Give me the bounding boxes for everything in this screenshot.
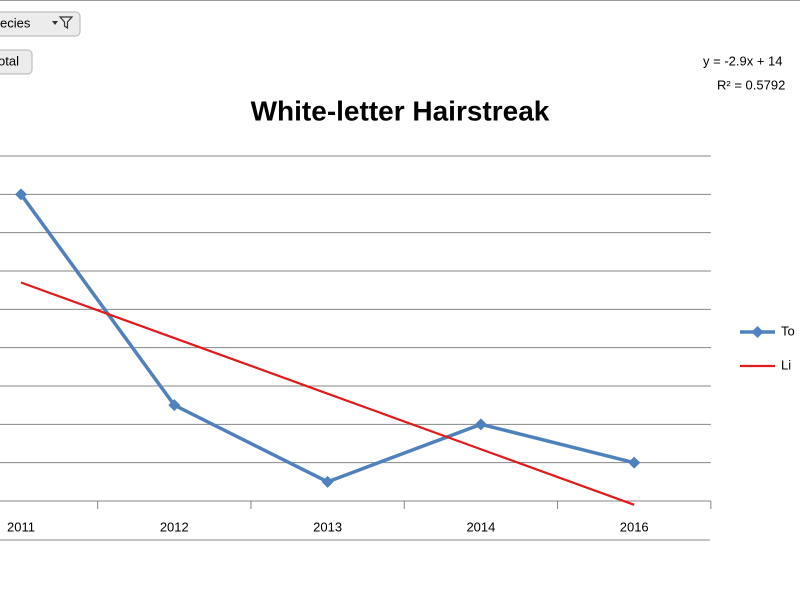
data-point xyxy=(321,475,334,488)
data-point xyxy=(628,456,641,469)
legend-label: To xyxy=(781,323,795,338)
data-point xyxy=(15,188,27,201)
chart-title: White-letter Hairstreak xyxy=(251,95,550,126)
dropdown-arrow[interactable] xyxy=(52,21,58,25)
x-tick-label: 2014 xyxy=(466,519,495,534)
filter-icon[interactable] xyxy=(58,16,74,30)
button-frame[interactable] xyxy=(0,49,33,75)
series-line xyxy=(19,193,635,484)
x-tick-label: 2013 xyxy=(313,519,342,534)
trend-equation: y = -2.9x + 14 xyxy=(703,53,783,68)
x-tick-label: 2012 xyxy=(160,519,189,534)
data-point xyxy=(168,399,181,412)
filter-button[interactable]: ecies xyxy=(0,11,81,37)
trend-r-squared: R² = 0.5792 xyxy=(717,77,785,92)
x-tick-label: 2011 xyxy=(7,519,35,534)
legend-label: Li xyxy=(781,357,791,372)
legend-marker xyxy=(751,326,764,338)
series-line xyxy=(20,281,635,506)
field-button[interactable]: otal xyxy=(0,49,33,75)
button-label[interactable]: ecies xyxy=(0,15,31,30)
button-frame[interactable] xyxy=(0,11,81,37)
button-label[interactable]: otal xyxy=(0,53,19,68)
data-point xyxy=(474,418,487,431)
x-tick-label: 2016 xyxy=(620,519,649,534)
